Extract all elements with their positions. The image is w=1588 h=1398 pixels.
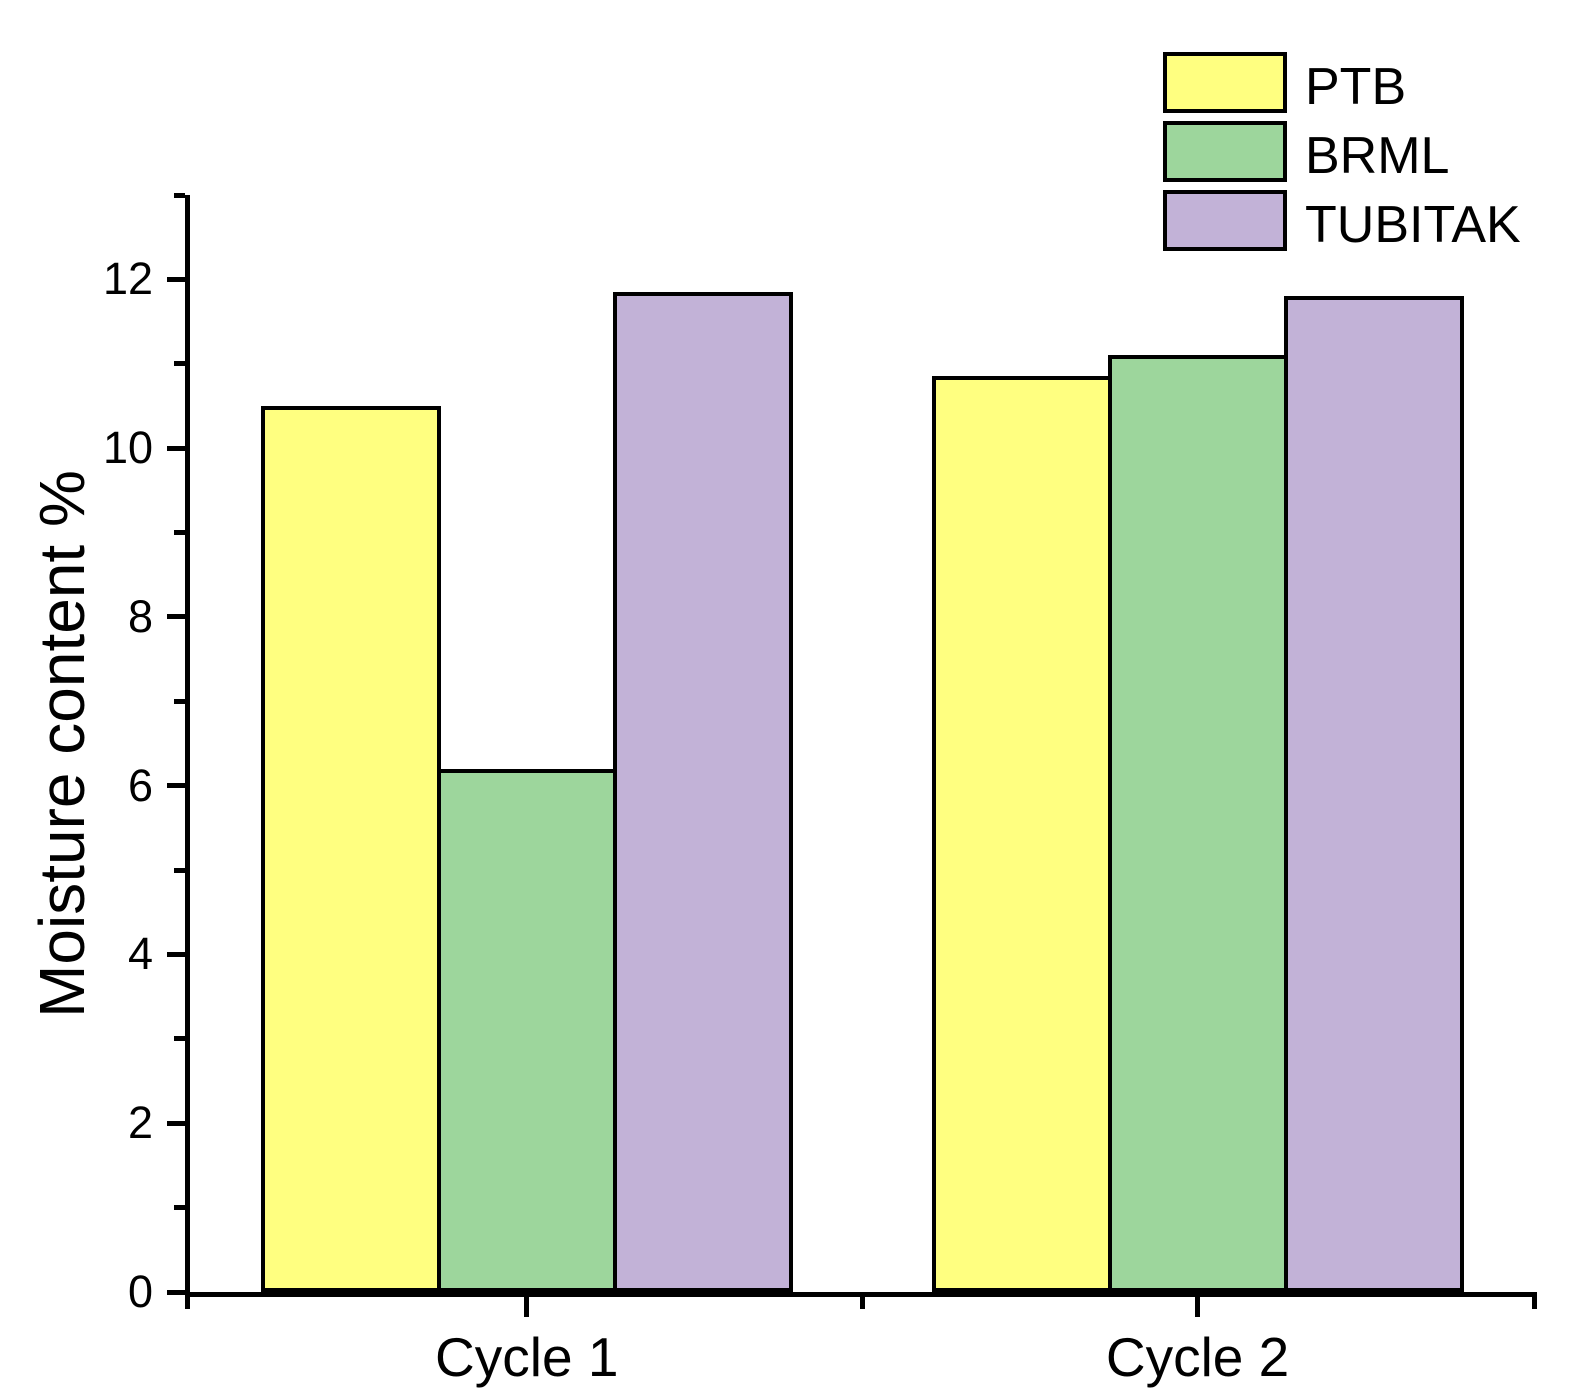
legend-swatch-ptb [1163, 52, 1287, 113]
y-minor-tick [174, 1205, 185, 1211]
y-minor-tick [174, 1036, 185, 1042]
x-major-tick [1195, 1297, 1201, 1317]
y-tick-label: 12 [102, 253, 153, 305]
plot-area: 0 2 4 6 8 10 12 Cycle 1 Cycle 2 [103, 192, 1537, 1388]
y-minor-tick [174, 698, 185, 704]
y-tick-label: 4 [127, 928, 153, 980]
y-major-tick [167, 1289, 185, 1295]
x-category-label: Cycle 2 [1105, 1326, 1290, 1388]
y-minor-tick [174, 530, 185, 536]
x-minor-tick [860, 1297, 865, 1309]
legend-swatch-tubitak [1163, 190, 1287, 251]
y-tick-label: 6 [127, 759, 153, 811]
legend-swatch-brml [1163, 121, 1287, 182]
legend-label: TUBITAK [1305, 195, 1521, 254]
y-minor-tick [174, 867, 185, 873]
y-tick-label: 2 [127, 1097, 153, 1149]
y-major-tick [167, 276, 185, 282]
legend-label: BRML [1305, 126, 1450, 185]
x-major-tick [524, 1297, 530, 1317]
y-major-tick [167, 445, 185, 451]
bar-cycle2-ptb [931, 376, 1112, 1292]
y-major-tick [167, 1120, 185, 1126]
y-tick-label: 8 [127, 590, 153, 642]
legend-label: PTB [1305, 57, 1407, 116]
y-major-tick [167, 783, 185, 789]
y-major-tick [167, 614, 185, 620]
y-tick-label: 10 [102, 422, 153, 474]
y-major-tick [167, 951, 185, 957]
bar-cycle1-brml [436, 768, 617, 1292]
bar-cycle2-tubitak [1283, 296, 1464, 1292]
bar-cycle1-ptb [260, 405, 441, 1292]
x-minor-tick [1532, 1297, 1537, 1309]
y-axis-title: Moisture content % [26, 470, 98, 1018]
x-minor-tick [185, 1297, 190, 1309]
y-minor-tick [174, 192, 185, 198]
y-minor-tick [174, 361, 185, 367]
bar-cycle2-brml [1107, 355, 1288, 1292]
bar-cycle1-tubitak [612, 292, 793, 1292]
y-tick-label: 0 [127, 1266, 153, 1317]
x-category-label: Cycle 1 [435, 1326, 619, 1388]
